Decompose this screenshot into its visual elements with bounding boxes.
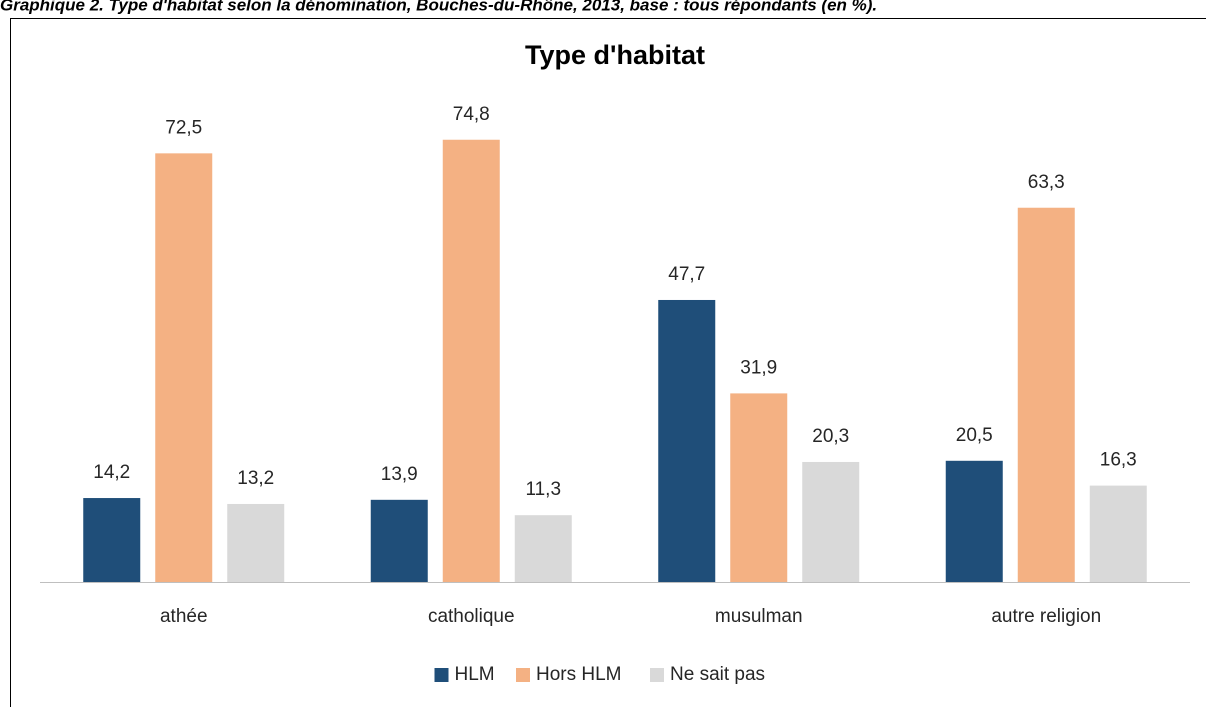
frame: [10, 18, 1206, 707]
data-label: 63,3: [1028, 172, 1065, 193]
bar: [514, 515, 572, 582]
data-label: 20,3: [812, 426, 849, 447]
legend-label: Hors HLM: [536, 664, 622, 685]
x-tick-label: athée: [160, 606, 208, 627]
data-label: 13,2: [237, 468, 274, 489]
bar: [370, 499, 428, 582]
chart-title: Type d'habitat: [525, 40, 705, 70]
data-label: 16,3: [1100, 450, 1137, 471]
bar: [730, 393, 788, 582]
data-label: 14,2: [93, 462, 130, 483]
bar: [155, 153, 213, 582]
bar: [802, 461, 860, 582]
data-label: 13,9: [381, 464, 418, 485]
bar: [1089, 485, 1147, 582]
x-tick-label: autre religion: [991, 606, 1101, 627]
legend-swatch: [650, 668, 664, 682]
bar: [227, 503, 285, 582]
legend-label: HLM: [455, 664, 495, 685]
legend-label: Ne sait pas: [670, 664, 765, 685]
data-label: 47,7: [668, 264, 705, 285]
legend-swatch: [516, 668, 530, 682]
data-label: 72,5: [165, 117, 202, 138]
data-label: 11,3: [525, 479, 561, 500]
data-label: 31,9: [740, 357, 777, 378]
bar: [83, 498, 141, 582]
data-label: 20,5: [956, 425, 993, 446]
bar: [945, 460, 1003, 582]
legend-swatch: [434, 668, 449, 682]
caption: Graphique 2. Type d'habitat selon la dén…: [0, 0, 877, 14]
x-tick-label: catholique: [428, 606, 515, 627]
x-tick-label: musulman: [715, 606, 803, 627]
bar: [1017, 207, 1075, 582]
bar: [658, 299, 716, 582]
bar: [442, 139, 500, 582]
data-label: 74,8: [453, 104, 490, 125]
